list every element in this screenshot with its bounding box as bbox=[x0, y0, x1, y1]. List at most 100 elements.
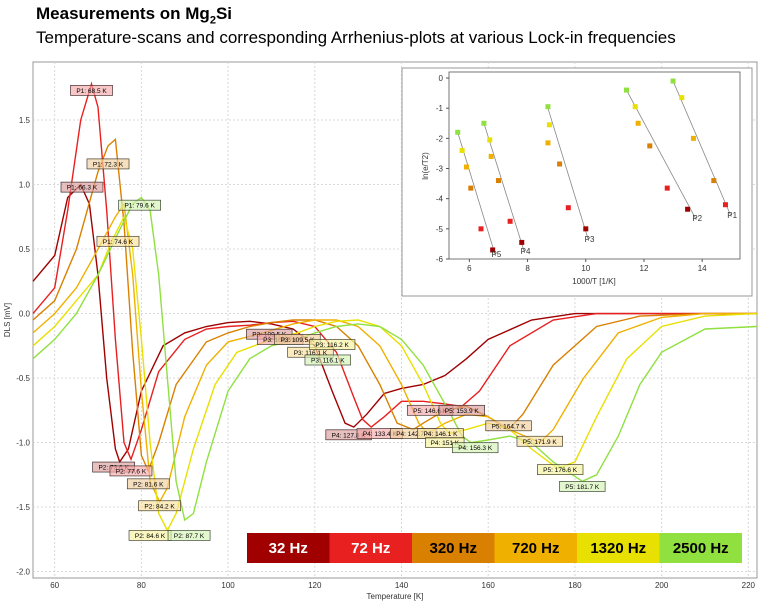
peak-annotation-label: P2: 84.2 K bbox=[144, 503, 175, 510]
peak-annotation-label: P1: 72.3 K bbox=[93, 161, 124, 168]
inset-data-point bbox=[711, 178, 717, 184]
peak-annotation-label: P1: 74.6 K bbox=[103, 239, 134, 246]
peak-annotation-label: P1: 68.5 K bbox=[76, 88, 107, 95]
peak-annotation: P2: 87.7 K bbox=[167, 530, 211, 541]
peak-annotation-fill bbox=[559, 481, 606, 492]
legend-label: 32 Hz bbox=[269, 540, 308, 557]
x-tick-label: 120 bbox=[308, 581, 322, 590]
inset-data-point bbox=[545, 140, 551, 146]
peak-annotation-label: P4: 142.7 K bbox=[396, 431, 431, 438]
peak-annotation-fill bbox=[407, 405, 453, 416]
peak-annotation-box bbox=[438, 404, 485, 416]
x-tick-label: 180 bbox=[568, 581, 582, 590]
peak-annotation-label: P4: 156.3 K bbox=[458, 445, 493, 452]
legend-label: 72 Hz bbox=[351, 540, 390, 557]
inset-data-point bbox=[557, 161, 563, 167]
y-tick-label: 1.5 bbox=[19, 116, 31, 125]
inset-group-label: P1 bbox=[727, 211, 737, 220]
peak-annotation-fill bbox=[309, 339, 355, 350]
peak-annotation-fill bbox=[168, 530, 211, 541]
peak-annotation: P2: 84.2 K bbox=[138, 500, 181, 512]
peak-annotation-fill bbox=[96, 236, 139, 247]
legend-swatch bbox=[412, 533, 495, 563]
peak-annotation-fill bbox=[485, 420, 532, 431]
peak-annotation-box bbox=[452, 442, 499, 454]
peak-annotation-fill bbox=[325, 429, 372, 440]
peak-annotation: P1: 68.5 K bbox=[70, 85, 113, 96]
inset-data-point bbox=[468, 185, 474, 191]
peak-annotation: P5: 181.7 K bbox=[559, 481, 606, 492]
inset-y-tick-label: -2 bbox=[436, 134, 444, 143]
series-line-32hz bbox=[32, 183, 757, 464]
peak-annotation-box bbox=[138, 500, 181, 512]
peak-annotation-box bbox=[109, 465, 153, 477]
peak-annotation-label: P5: 153.9 K bbox=[445, 408, 480, 415]
series-line-2500hz bbox=[32, 196, 758, 522]
peak-annotation-label: P3: 109.5 K bbox=[280, 337, 315, 344]
inset-data-point bbox=[490, 247, 496, 253]
legend-swatch bbox=[659, 533, 742, 563]
peak-annotation-fill bbox=[357, 428, 403, 439]
legend-label: 1320 Hz bbox=[590, 540, 646, 557]
peak-annotation: P4: 156.3 K bbox=[452, 442, 499, 454]
y-tick-label: 1.0 bbox=[19, 181, 31, 190]
inset-y-tick-label: -6 bbox=[436, 255, 444, 264]
page-title: Measurements on Mg2Si bbox=[36, 4, 232, 27]
peak-annotation-box bbox=[485, 420, 532, 432]
inset-x-tick-label: 6 bbox=[467, 264, 472, 273]
peak-annotation-label: P2: 81.6 K bbox=[133, 481, 164, 488]
peak-annotation-label: P5: 181.7 K bbox=[565, 484, 600, 491]
inset-group-label: P4 bbox=[521, 247, 531, 256]
peak-annotation-label: P5: 176.6 K bbox=[543, 467, 578, 474]
inset-group-label: P2 bbox=[692, 214, 702, 223]
peak-annotation-fill bbox=[305, 354, 351, 365]
peak-annotation: P1: 74.6 K bbox=[96, 235, 140, 247]
page-subtitle: Temperature-scans and corresponding Arrh… bbox=[36, 28, 676, 47]
peak-annotation: P5: 153.9 K bbox=[438, 404, 485, 416]
x-tick-label: 140 bbox=[395, 581, 409, 590]
peak-annotation-fill bbox=[70, 85, 113, 96]
peak-annotation-box bbox=[559, 481, 606, 492]
legend-swatch bbox=[247, 533, 330, 563]
peak-annotation-fill bbox=[287, 347, 334, 358]
peak-annotation: P2: 81.6 K bbox=[126, 478, 170, 490]
peak-annotation-box bbox=[60, 181, 104, 193]
inset-data-point bbox=[679, 95, 685, 101]
peak-annotation-label: P1: 66.3 K bbox=[67, 185, 98, 192]
inset-data-point bbox=[685, 206, 691, 212]
inset-data-point bbox=[545, 104, 551, 110]
peak-annotation-fill bbox=[129, 530, 172, 541]
peak-annotation-label: P3: 116.1 K bbox=[311, 357, 345, 364]
arrhenius-inset: 6 8 10 12 14 0 -1 -2 -3 -4 -5 -6 P1 P2 P3 P4 P5 1000/T … bbox=[401, 67, 753, 297]
peak-annotation-box bbox=[118, 199, 161, 211]
inset-data-point bbox=[463, 164, 469, 170]
peak-annotation-fill bbox=[452, 442, 499, 453]
inset-y-tick-label: -1 bbox=[436, 104, 444, 113]
peak-annotation-fill bbox=[517, 436, 563, 447]
peak-annotation-label: P3: 116.2 K bbox=[315, 342, 349, 349]
peak-annotation-label: P2: 77.6 K bbox=[116, 468, 147, 475]
peak-annotation-box bbox=[304, 354, 351, 366]
peak-annotation: P5: 176.6 K bbox=[537, 464, 584, 475]
peak-annotation-label: P5: 146.6 K bbox=[413, 408, 448, 415]
peak-annotation-fill bbox=[118, 200, 161, 211]
inset-data-point bbox=[487, 137, 493, 143]
inset-data-point bbox=[664, 185, 670, 191]
inset-data-point bbox=[507, 218, 513, 224]
inset-group-label: P3 bbox=[585, 235, 595, 244]
x-tick-label: 60 bbox=[50, 581, 59, 590]
inset-plot-area bbox=[448, 71, 741, 260]
inset-data-point bbox=[722, 202, 728, 208]
peak-annotation-box bbox=[70, 85, 113, 96]
peak-annotation-box bbox=[516, 435, 563, 447]
inset-data-point bbox=[647, 143, 653, 149]
inset-data-point bbox=[632, 104, 638, 110]
peak-annotation-fill bbox=[60, 182, 103, 193]
inset-data-point bbox=[488, 153, 494, 159]
inset-fit-line bbox=[626, 89, 697, 220]
legend-swatch bbox=[329, 533, 412, 563]
peak-annotation-label: P3: 116.1 K bbox=[294, 350, 328, 357]
inset-data-point bbox=[624, 87, 630, 93]
peak-annotation-fill bbox=[138, 500, 181, 511]
peak-annotation-box bbox=[86, 158, 130, 170]
